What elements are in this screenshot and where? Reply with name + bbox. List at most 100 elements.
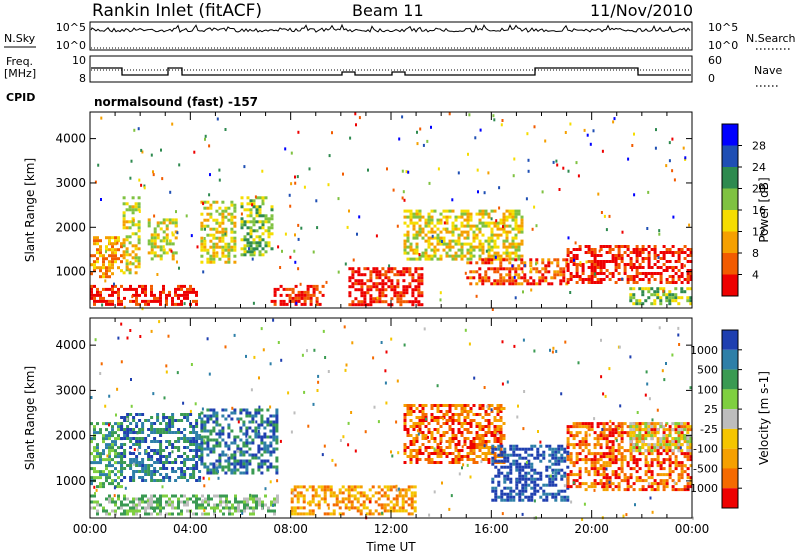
- echo-cell: [650, 437, 654, 441]
- echo-cell: [135, 455, 139, 458]
- echo-cell: [460, 407, 464, 410]
- echo-cell: [351, 303, 355, 307]
- echo-cell: [257, 450, 261, 454]
- echo-cell: [117, 266, 120, 270]
- echo-cell: [245, 429, 249, 433]
- echo-cell: [520, 276, 524, 280]
- echo-cell: [144, 293, 147, 297]
- echo-cell: [137, 448, 139, 452]
- echo-cell: [629, 287, 633, 291]
- echo-cell: [494, 465, 498, 469]
- echo-cell: [439, 461, 443, 464]
- echo-cell: [478, 257, 482, 261]
- echo-cell: [448, 239, 452, 243]
- echo-cell: [128, 205, 132, 209]
- echo-cell: [248, 420, 252, 424]
- echo-cell: [203, 200, 207, 204]
- echo-cell: [686, 248, 690, 251]
- echo-cell: [267, 229, 271, 233]
- echo-cell: [299, 491, 303, 495]
- echo-cell: [550, 276, 554, 280]
- echo-cell: [508, 215, 512, 219]
- echo-cell: [650, 473, 654, 477]
- echo-cell: [439, 239, 441, 243]
- echo-cell: [575, 431, 579, 435]
- echo-cell: [527, 447, 531, 451]
- echo-cell: [233, 224, 237, 228]
- echo-cell: [668, 443, 672, 447]
- echo-cell: [218, 456, 222, 460]
- echo-cell: [632, 425, 636, 429]
- echo-cell: [260, 453, 264, 457]
- echo-cell: [548, 444, 552, 448]
- echo-cell: [224, 260, 228, 264]
- echo-cell: [152, 392, 155, 396]
- echo-cell: [436, 446, 440, 449]
- echo-cell: [445, 446, 449, 449]
- echo-cell: [105, 287, 108, 291]
- echo-cell: [622, 514, 625, 518]
- echo-cell: [605, 455, 609, 459]
- echo-cell: [677, 254, 681, 257]
- echo-cell: [517, 254, 521, 258]
- echo-cell: [460, 458, 464, 461]
- echo-cell: [499, 218, 503, 222]
- echo-cell: [514, 258, 518, 262]
- echo-cell: [153, 470, 157, 473]
- echo-cell: [560, 453, 564, 457]
- echo-cell: [258, 503, 261, 507]
- echo-cell: [436, 443, 440, 446]
- echo-cell: [635, 248, 639, 251]
- echo-cell: [212, 260, 216, 264]
- echo-cell: [602, 485, 606, 489]
- echo-cell: [515, 447, 519, 451]
- echo-cell: [424, 404, 428, 407]
- echo-cell: [605, 437, 609, 441]
- echo-cell: [217, 470, 219, 474]
- echo-cell: [245, 434, 248, 438]
- echo-cell: [111, 500, 114, 504]
- echo-cell: [638, 476, 642, 480]
- echo-cell: [656, 485, 660, 489]
- echo-cell: [520, 261, 524, 265]
- echo-cell: [329, 512, 333, 516]
- echo-cell: [126, 437, 130, 440]
- echo-cell: [182, 401, 185, 405]
- echo-cell: [689, 251, 693, 254]
- echo-cell: [267, 217, 271, 221]
- echo-cell: [186, 413, 190, 416]
- echo-cell: [433, 461, 437, 464]
- echo-cell: [147, 458, 151, 461]
- echo-cell: [111, 509, 114, 513]
- echo-cell: [505, 230, 509, 234]
- echo-cell: [653, 449, 657, 453]
- echo-cell: [397, 487, 400, 491]
- echo-cell: [144, 464, 148, 467]
- echo-cell: [212, 426, 216, 430]
- echo-cell: [200, 242, 204, 246]
- echo-cell: [162, 284, 165, 288]
- echo-cell: [233, 468, 237, 472]
- echo-cell: [545, 465, 549, 469]
- echo-cell: [659, 281, 663, 284]
- echo-cell: [189, 425, 193, 428]
- echo-cell: [514, 282, 518, 286]
- echo-cell: [296, 485, 300, 489]
- echo-cell: [183, 446, 187, 449]
- echo-cell: [415, 209, 419, 213]
- echo-cell: [120, 299, 123, 303]
- echo-cell: [629, 260, 633, 263]
- echo-cell: [508, 261, 512, 265]
- echo-cell: [306, 296, 310, 300]
- echo-cell: [260, 441, 264, 445]
- echo-cell: [129, 437, 133, 440]
- echo-cell: [415, 422, 419, 425]
- echo-cell: [90, 284, 93, 288]
- echo-cell: [111, 272, 114, 276]
- echo-cell: [243, 500, 246, 504]
- echo-cell: [599, 455, 603, 459]
- echo-cell: [249, 199, 253, 203]
- echo-cell: [141, 467, 145, 470]
- echo-cell: [466, 431, 470, 434]
- echo-cell: [156, 479, 160, 482]
